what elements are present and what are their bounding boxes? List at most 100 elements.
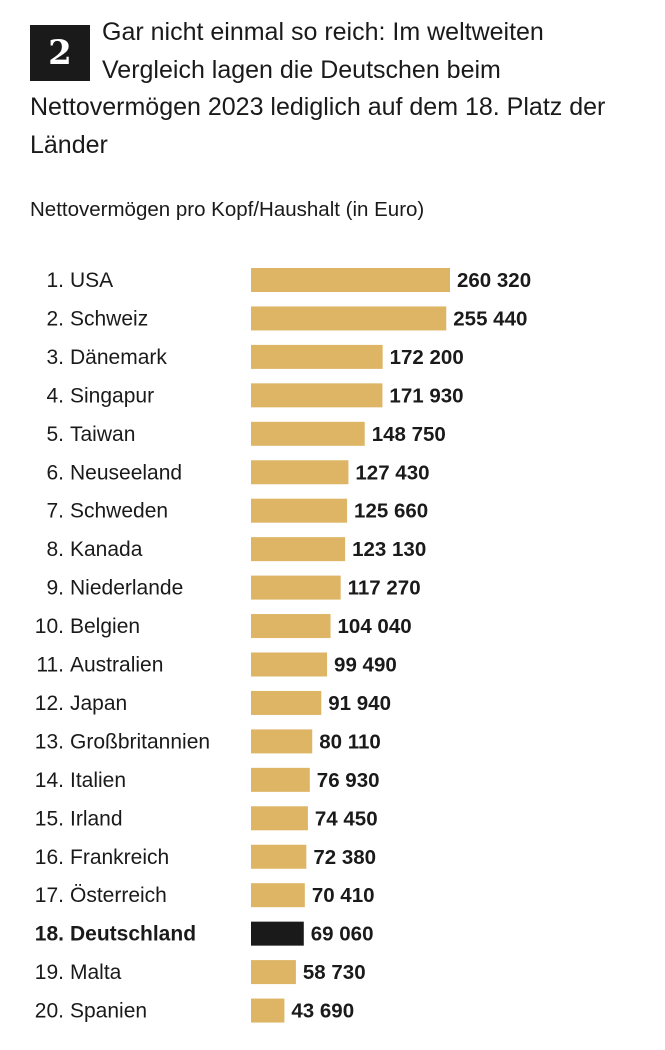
rank-number: 3. [46, 346, 64, 369]
value-label: 69 060 [311, 923, 374, 946]
country-label: Italien [70, 769, 126, 792]
bar [251, 883, 305, 908]
rank-number: 16. [35, 846, 64, 869]
value-label: 148 750 [372, 423, 446, 446]
bar-row: 5. Taiwan 148 750 [46, 421, 446, 446]
rank-number: 20. [35, 1000, 64, 1023]
country-label: Taiwan [70, 423, 135, 446]
country-label: Kanada [70, 538, 143, 561]
rank-number: 5. [46, 423, 64, 446]
bar [251, 960, 296, 985]
bar-row: 7. Schweden 125 660 [46, 498, 428, 523]
country-label: Niederlande [70, 577, 183, 600]
country-label: Malta [70, 961, 122, 984]
rank-number: 17. [35, 884, 64, 907]
rank-number: 12. [35, 692, 64, 715]
bar-row: 10. Belgien 104 040 [35, 614, 412, 639]
bar-row: 19. Malta 58 730 [35, 960, 366, 985]
rank-number: 15. [35, 807, 64, 830]
rank-number: 10. [35, 615, 64, 638]
bar [251, 460, 349, 485]
headline-text: Gar nicht einmal so reich: Im weltweiten… [30, 18, 606, 159]
country-label: Neuseeland [70, 461, 182, 484]
value-label: 172 200 [390, 346, 464, 369]
bar-row: 15. Irland 74 450 [35, 806, 378, 831]
value-label: 117 270 [348, 577, 421, 600]
bar-row: 8. Kanada 123 130 [46, 537, 426, 562]
value-label: 80 110 [319, 730, 381, 753]
value-label: 255 440 [453, 307, 527, 330]
bar-row: 16. Frankreich 72 380 [35, 844, 376, 869]
rank-number: 13. [35, 730, 64, 753]
value-label: 104 040 [338, 615, 412, 638]
country-label: Frankreich [70, 846, 169, 869]
bar [251, 421, 365, 446]
rank-number: 4. [46, 384, 64, 407]
bar [251, 537, 346, 562]
bar-row: 1. USA 260 320 [46, 268, 531, 292]
bar [251, 268, 450, 292]
bar-row: 20. Spanien 43 690 [35, 998, 354, 1023]
value-label: 125 660 [354, 500, 428, 523]
bar [251, 306, 447, 331]
country-label: Singapur [70, 384, 154, 407]
rank-number: 8. [46, 538, 64, 561]
bar [251, 383, 383, 408]
bar [251, 690, 322, 715]
country-label: Australien [70, 654, 163, 677]
bar-row: 4. Singapur 171 930 [46, 383, 464, 408]
value-label: 127 430 [355, 461, 429, 484]
country-label: Belgien [70, 615, 140, 638]
bar [251, 806, 308, 831]
figure-number-badge: 2 [30, 25, 90, 81]
chart-subtitle: Nettovermögen pro Kopf/Haushalt (in Euro… [30, 198, 425, 221]
value-label: 74 450 [315, 807, 378, 830]
value-label: 70 410 [312, 884, 375, 907]
rank-number: 19. [35, 961, 64, 984]
bar-row: 14. Italien 76 930 [35, 767, 380, 792]
bar [251, 614, 331, 639]
value-label: 171 930 [389, 384, 463, 407]
bar-row: 13. Großbritannien 80 110 [35, 729, 381, 754]
bar-row: 18. Deutschland 69 060 [35, 921, 374, 946]
bar-row: 12. Japan 91 940 [35, 690, 391, 715]
bar-row: 6. Neuseeland 127 430 [46, 460, 430, 485]
bar [251, 652, 328, 677]
bar-row: 9. Niederlande 117 270 [46, 575, 421, 600]
rank-number: 18. [35, 923, 64, 946]
bar [251, 921, 304, 946]
value-label: 123 130 [352, 538, 426, 561]
value-label: 72 380 [313, 846, 376, 869]
country-label: Dänemark [70, 346, 167, 369]
headline: Gar nicht einmal so reich: Im weltweiten… [30, 14, 650, 164]
country-label: USA [70, 269, 113, 292]
value-label: 260 320 [457, 269, 531, 292]
value-label: 43 690 [291, 1000, 354, 1023]
bar-row: 3. Dänemark 172 200 [46, 344, 464, 369]
bar [251, 998, 285, 1023]
rank-number: 6. [46, 461, 64, 484]
value-label: 76 930 [317, 769, 380, 792]
country-label: Österreich [70, 884, 167, 907]
bar-row: 17. Österreich 70 410 [35, 883, 375, 908]
bar [251, 575, 341, 600]
bar [251, 729, 313, 754]
country-label: Schweden [70, 500, 168, 523]
bar-row: 11. Australien 99 490 [36, 652, 397, 677]
country-label: Schweiz [70, 307, 148, 330]
rank-number: 2. [46, 307, 64, 330]
country-label: Deutschland [70, 923, 196, 946]
country-label: Spanien [70, 1000, 147, 1023]
rank-number: 1. [46, 269, 64, 292]
bar-row: 2. Schweiz 255 440 [46, 306, 527, 331]
bar [251, 344, 383, 369]
value-label: 58 730 [303, 961, 366, 984]
country-label: Großbritannien [70, 730, 210, 753]
country-label: Japan [70, 692, 127, 715]
rank-number: 14. [35, 769, 64, 792]
rank-number: 9. [46, 577, 64, 600]
country-label: Irland [70, 807, 123, 830]
value-label: 91 940 [328, 692, 391, 715]
rank-number: 11. [36, 654, 64, 677]
